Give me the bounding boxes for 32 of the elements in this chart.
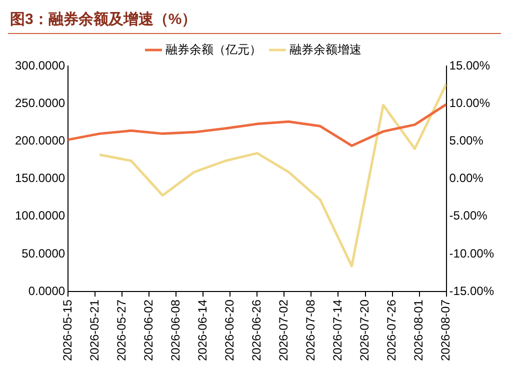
x-tick-label: 2026-07-26: [384, 299, 399, 362]
x-tick-label: 2026-05-15: [60, 299, 74, 362]
chart-title: 图3：融券余额及增速（%）: [8, 8, 501, 34]
y2-tick-label: -15.00%: [449, 284, 494, 298]
x-tick-label: 2026-07-14: [330, 299, 345, 362]
y-tick-label: 200.0000: [14, 134, 66, 148]
x-tick-label: 2026-06-02: [141, 299, 156, 362]
x-tick-label: 2026-08-01: [412, 299, 426, 362]
y2-tick-label: 0.00%: [449, 171, 484, 186]
x-tick-label: 2026-05-27: [114, 299, 128, 362]
x-tick-label: 2026-07-20: [358, 299, 372, 362]
y-tick-label: 150.0000: [14, 171, 66, 186]
y-tick-label: 100.0000: [14, 208, 66, 223]
y2-tick-label: 15.00%: [449, 58, 490, 72]
y2-tick-label: 10.00%: [449, 96, 490, 110]
legend-label: 融券余额增速: [290, 42, 362, 56]
x-tick-label: 2026-06-26: [249, 299, 264, 362]
y-tick-label: 250.0000: [14, 96, 66, 110]
y2-tick-label: -10.00%: [449, 246, 494, 260]
x-tick-label: 2026-07-08: [304, 299, 318, 362]
x-tick-label: 2026-06-08: [168, 299, 182, 362]
x-tick-label: 2026-05-21: [87, 299, 102, 362]
x-tick-label: 2026-06-14: [195, 299, 210, 362]
x-tick-label: 2026-06-20: [222, 299, 236, 362]
y2-tick-label: 5.00%: [449, 134, 484, 148]
x-tick-label: 2026-07-02: [276, 299, 291, 362]
y-tick-label: 50.0000: [22, 246, 66, 260]
x-tick-label: 2026-08-07: [438, 299, 453, 362]
legend-label: 融券余额（亿元）: [166, 42, 262, 56]
y2-tick-label: -5.00%: [449, 208, 488, 223]
y-tick-label: 300.0000: [14, 58, 66, 72]
y-tick-label: 0.0000: [28, 284, 66, 298]
